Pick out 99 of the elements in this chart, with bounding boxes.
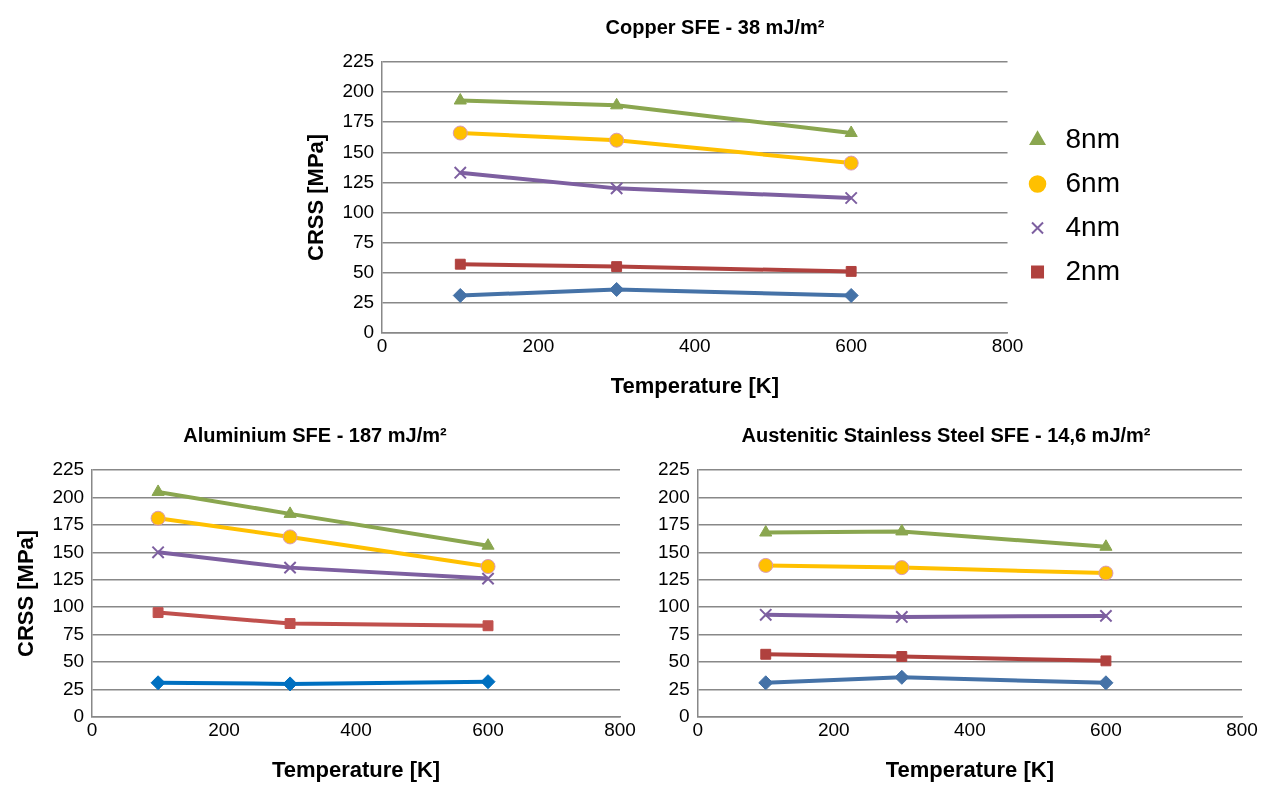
x-axis-title: Temperature [K]	[885, 756, 1054, 782]
x-tick-label: 600	[472, 719, 504, 741]
chart-title: Aluminium SFE - 187 mJ/m²	[183, 423, 448, 446]
point	[452, 287, 468, 303]
y-tick-label: 50	[62, 650, 85, 672]
x-tick-label: 400	[340, 719, 372, 741]
point	[895, 523, 909, 536]
y-tick-label: 25	[352, 290, 375, 312]
point	[760, 648, 772, 660]
y-tick-label: 200	[658, 485, 690, 507]
point	[896, 651, 908, 662]
point	[758, 557, 774, 573]
chart-title: Copper SFE - 38 mJ/m²	[605, 15, 825, 38]
y-tick-label: 200	[52, 485, 85, 507]
point	[454, 258, 466, 270]
x-tick-label: 800	[991, 335, 1024, 357]
x-tick-label: 600	[1090, 719, 1122, 741]
x-tick-label: 600	[835, 335, 868, 357]
x-tick-label: 400	[954, 719, 986, 741]
point	[1099, 539, 1113, 551]
chart-title: Austenitic Stainless Steel SFE - 14,6 mJ/m²	[741, 423, 1151, 446]
point	[1100, 655, 1112, 667]
point	[611, 261, 623, 273]
y-tick-label: 150	[52, 540, 85, 562]
point	[1098, 565, 1114, 581]
x-tick-label: 400	[678, 335, 711, 357]
point	[284, 618, 296, 630]
point	[151, 484, 165, 496]
y-tick-label: 100	[52, 595, 85, 617]
y-tick-label: 150	[342, 140, 375, 162]
point	[482, 620, 494, 632]
point	[481, 571, 495, 586]
point	[610, 97, 624, 110]
point	[481, 538, 495, 550]
y-tick-label: 0	[363, 321, 375, 343]
point	[894, 560, 910, 576]
point	[844, 191, 858, 205]
y-tick-label: 175	[342, 110, 375, 132]
point	[1098, 675, 1114, 691]
y-axis-title: CRSS [MPa]	[13, 529, 39, 657]
legend-label: 6nm	[1065, 166, 1120, 198]
point	[282, 676, 298, 692]
point	[1099, 609, 1113, 623]
point	[609, 181, 624, 196]
point	[152, 607, 164, 619]
y-tick-label: 50	[352, 260, 375, 282]
y-tick-label: 150	[658, 540, 690, 562]
y-tick-label: 75	[668, 622, 690, 644]
point	[480, 559, 496, 575]
x-tick-label: 800	[1226, 719, 1258, 741]
y-tick-label: 200	[342, 80, 375, 102]
point	[480, 674, 496, 690]
y-tick-label: 25	[668, 677, 690, 699]
point	[759, 525, 773, 537]
y-tick-label: 225	[658, 458, 690, 480]
y-tick-label: 175	[658, 513, 690, 535]
point	[453, 166, 467, 180]
point	[845, 265, 857, 277]
y-tick-label: 75	[352, 230, 375, 252]
y-tick-label: 175	[52, 513, 85, 535]
y-tick-label: 225	[52, 458, 85, 480]
y-tick-label: 125	[658, 567, 690, 589]
point	[844, 125, 858, 138]
y-tick-label: 25	[62, 677, 85, 699]
point	[150, 675, 166, 691]
point	[843, 155, 859, 171]
point	[895, 610, 909, 624]
y-tick-label: 0	[679, 705, 690, 727]
y-tick-label: 0	[73, 705, 85, 727]
point	[452, 125, 468, 141]
x-axis-title: Temperature [K]	[610, 372, 779, 398]
point	[150, 510, 166, 526]
y-tick-label: 125	[342, 170, 375, 192]
point	[283, 560, 297, 575]
y-tick-label: 225	[342, 50, 375, 72]
x-tick-label: 200	[522, 335, 555, 357]
y-axis-title: CRSS [MPa]	[303, 133, 329, 261]
x-tick-label: 200	[817, 719, 850, 741]
point	[609, 281, 625, 297]
x-tick-label: 800	[604, 719, 636, 741]
point	[894, 669, 910, 685]
legend-label: 2nm	[1065, 254, 1120, 286]
x-tick-label: 200	[208, 719, 240, 741]
point	[759, 608, 773, 622]
x-axis-title: Temperature [K]	[271, 756, 441, 782]
point	[151, 545, 165, 559]
point	[843, 287, 859, 303]
point	[609, 132, 625, 148]
y-tick-label: 125	[52, 567, 85, 589]
y-tick-label: 75	[62, 622, 85, 644]
point	[453, 93, 467, 105]
y-tick-label: 100	[342, 200, 375, 222]
legend-label: 8nm	[1065, 122, 1120, 154]
point	[758, 675, 774, 691]
y-tick-label: 50	[668, 650, 690, 672]
legend-label: 4nm	[1065, 210, 1120, 242]
point	[283, 506, 297, 518]
y-tick-label: 100	[658, 595, 690, 617]
point	[282, 529, 298, 545]
